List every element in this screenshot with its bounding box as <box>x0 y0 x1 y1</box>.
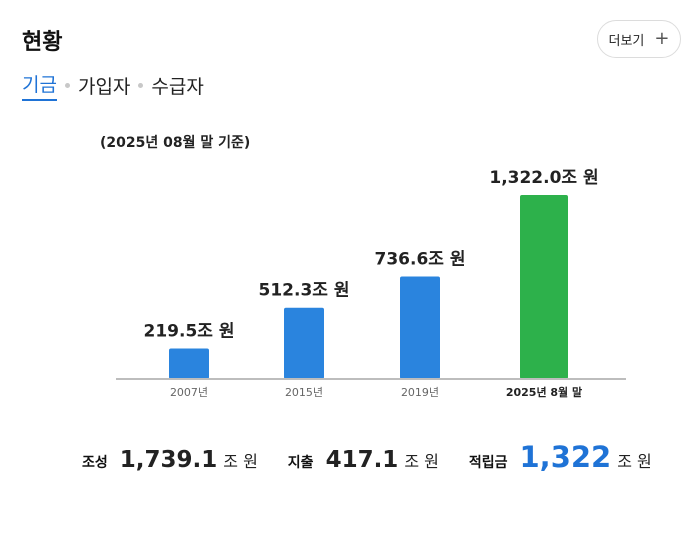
summary-value-reserve: 1,322 <box>519 440 612 474</box>
tab-separator <box>64 83 70 88</box>
page-title: 현황 <box>22 30 63 55</box>
category-label-0: 2007년 <box>170 386 208 399</box>
tab-separator <box>138 83 144 88</box>
category-label-1: 2015년 <box>285 386 323 399</box>
bar-value-label-2: 736.6조 원 <box>375 249 466 269</box>
category-label-3: 2025년 8월 말 <box>506 385 582 399</box>
bar-value-label-1: 512.3조 원 <box>259 281 350 301</box>
summary-value-expenditure: 417.1 <box>325 447 399 473</box>
bar-3 <box>520 195 568 379</box>
tab-fund[interactable]: 기금 <box>22 70 57 101</box>
basis-date-note: (2025년 08월 말 기준) <box>100 135 251 151</box>
summary-unit-formation: 조 원 <box>223 452 258 471</box>
summary-label-expenditure: 지출 <box>287 455 314 471</box>
bar-2 <box>400 276 440 379</box>
plus-icon: + <box>654 28 670 49</box>
bar-0 <box>169 348 209 379</box>
tab-recipients[interactable]: 수급자 <box>151 76 204 98</box>
summary-row: 조성 1,739.1 조 원 지출 417.1 조 원 적립금 1,322 조 … <box>82 440 682 474</box>
more-button[interactable]: 더보기 + <box>597 20 681 58</box>
summary-unit-reserve: 조 원 <box>617 452 652 471</box>
tab-bar: 기금 가입자 수급자 <box>22 70 204 101</box>
bar-1 <box>284 307 324 379</box>
summary-label-reserve: 적립금 <box>468 455 508 471</box>
tab-subscribers[interactable]: 가입자 <box>77 76 131 98</box>
summary-unit-expenditure: 조 원 <box>404 452 439 471</box>
summary-value-formation: 1,739.1 <box>119 447 218 473</box>
more-button-label: 더보기 <box>608 33 645 49</box>
bar-value-label-3: 1,322.0조 원 <box>489 168 598 188</box>
bar-value-label-0: 219.5조 원 <box>144 321 235 341</box>
category-label-2: 2019년 <box>401 386 439 399</box>
summary-label-formation: 조성 <box>82 455 108 471</box>
